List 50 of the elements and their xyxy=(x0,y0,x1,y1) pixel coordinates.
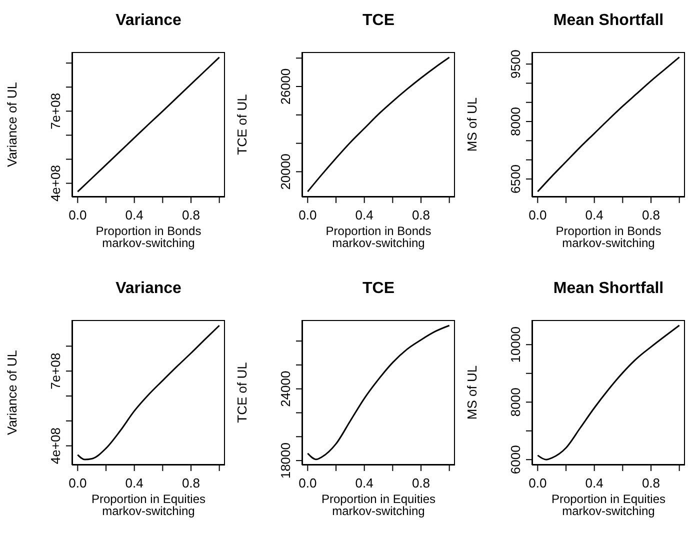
x-tick-label: 0.4 xyxy=(585,475,604,490)
x-tick-label: 0.0 xyxy=(68,207,87,222)
y-tick-label: 24000 xyxy=(278,370,293,407)
y-tick-label: 7e+08 xyxy=(48,92,63,130)
x-tick-label: 0.8 xyxy=(182,475,200,490)
x-tick-label: 0.8 xyxy=(412,475,430,490)
x-axis-title: Proportion in Bonds markov-switching xyxy=(94,224,202,250)
x-tick-label: 0.8 xyxy=(182,207,200,222)
x-tick-label: 0.0 xyxy=(528,475,547,490)
y-axis-title: Variance of UL xyxy=(4,350,20,436)
x-tick-label: 0.4 xyxy=(125,207,144,222)
x-tick-label: 0.0 xyxy=(68,475,87,490)
x-tick-label: 0.4 xyxy=(355,475,374,490)
x-axis-title: Proportion in Equities markov-switching xyxy=(90,492,207,518)
x-tick-label: 0.8 xyxy=(642,475,660,490)
x-tick-label: 0.0 xyxy=(298,207,317,222)
x-tick-label: 0.0 xyxy=(528,207,547,222)
y-axis-title: TCE of UL xyxy=(234,362,250,423)
chart-title: Variance xyxy=(114,280,182,298)
x-tick-label: 0.8 xyxy=(412,207,430,222)
y-tick-label: 7e+08 xyxy=(48,352,63,390)
y-tick-label: 10000 xyxy=(508,326,523,363)
x-tick-label: 0.4 xyxy=(355,207,374,222)
y-tick-label: 4e+08 xyxy=(48,428,63,464)
chart-title: Mean Shortfall xyxy=(552,280,665,298)
x-axis-title: Proportion in Equities markov-switching xyxy=(550,492,667,518)
x-axis-title: Proportion in Bonds markov-switching xyxy=(324,224,432,250)
chart-title: TCE xyxy=(362,280,396,298)
y-tick-label: 6500 xyxy=(508,164,523,194)
y-tick-label: 8000 xyxy=(508,107,523,136)
y-tick-label: 6000 xyxy=(508,445,523,474)
x-tick-label: 0.4 xyxy=(125,475,144,490)
chart-title: Variance xyxy=(114,12,182,30)
chart-title: Mean Shortfall xyxy=(552,12,665,30)
y-axis-title: TCE of UL xyxy=(234,94,250,155)
y-tick-label: 20000 xyxy=(278,154,293,190)
y-tick-label: 8000 xyxy=(508,388,523,417)
x-tick-label: 0.0 xyxy=(298,475,317,490)
y-axis-title: MS of UL xyxy=(464,97,480,152)
y-axis-title: Variance of UL xyxy=(4,82,20,168)
y-tick-label: 9500 xyxy=(508,50,523,79)
y-axis-title: MS of UL xyxy=(464,365,480,420)
x-axis-title: Proportion in Bonds markov-switching xyxy=(554,224,662,250)
y-tick-label: 18000 xyxy=(278,442,293,479)
y-tick-label: 4e+08 xyxy=(48,165,63,202)
x-tick-label: 0.4 xyxy=(585,207,604,222)
x-tick-label: 0.8 xyxy=(642,207,660,222)
x-axis-title: Proportion in Equities markov-switching xyxy=(320,492,437,518)
chart-title: TCE xyxy=(362,12,396,30)
y-tick-label: 26000 xyxy=(278,68,293,105)
